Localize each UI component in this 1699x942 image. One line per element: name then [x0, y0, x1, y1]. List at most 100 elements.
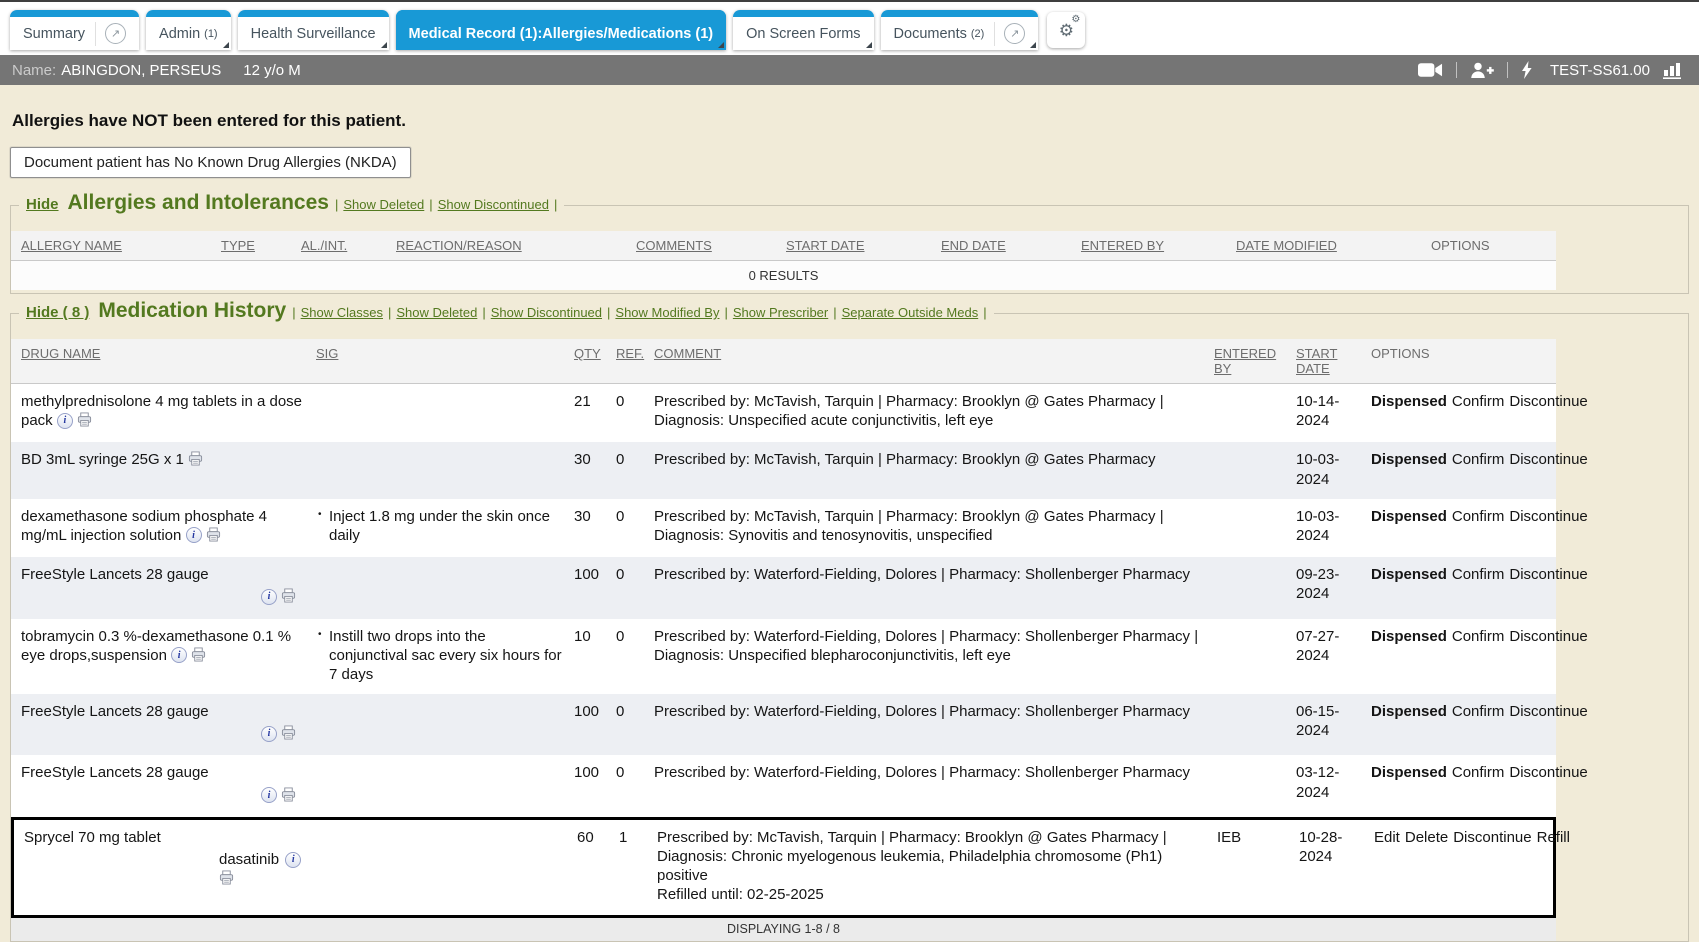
sig-bullet: • — [318, 628, 322, 640]
comment-text: Prescribed by: Waterford-Fielding, Dolor… — [654, 627, 1199, 664]
action-discontinue[interactable]: Discontinue — [1509, 507, 1588, 525]
medication-history-section: Hide ( 8 ) Medication History | Show Clas… — [10, 299, 1689, 942]
action-discontinue[interactable]: Discontinue — [1509, 566, 1588, 584]
column-header-start-date[interactable]: START DATE — [1296, 346, 1338, 376]
tab-documents[interactable]: Documents (2) ↗ — [880, 10, 1039, 50]
print-icon[interactable] — [77, 412, 92, 432]
tab-summary[interactable]: Summary ↗ — [10, 10, 140, 50]
drug-name-cell: BD 3mL syringe 25G x 1 — [21, 450, 316, 488]
options-cell: Dispensed Confirm Discontinue — [1371, 702, 1605, 745]
allergies-link-show-discontinued[interactable]: Show Discontinued — [437, 197, 549, 212]
action-confirm[interactable]: Confirm — [1451, 764, 1505, 782]
entered-by-cell — [1214, 392, 1296, 432]
drug-info-icon[interactable]: i — [285, 851, 302, 868]
print-icon[interactable] — [188, 451, 203, 471]
drug-name-cell: tobramycin 0.3 %-dexamethasone 0.1 % eye… — [21, 627, 316, 685]
column-header-comment[interactable]: COMMENT — [654, 346, 722, 361]
medications-link-show-prescriber[interactable]: Show Prescriber — [732, 305, 829, 320]
medications-link-show-deleted[interactable]: Show Deleted — [396, 305, 478, 320]
action-discontinue[interactable]: Discontinue — [1509, 703, 1588, 721]
column-header-start-date[interactable]: START DATE — [786, 238, 865, 253]
comment-cell: Prescribed by: Waterford-Fielding, Dolor… — [654, 627, 1214, 685]
column-header-comments[interactable]: COMMENTS — [636, 238, 712, 253]
column-header-entered-by[interactable]: ENTERED BY — [1081, 238, 1165, 253]
medications-link-show-modified-by[interactable]: Show Modified By — [615, 305, 720, 320]
column-header-ref[interactable]: REF. — [616, 346, 645, 361]
action-delete[interactable]: Delete — [1404, 828, 1449, 846]
comment-text: Prescribed by: McTavish, Tarquin | Pharm… — [654, 393, 1164, 430]
column-header-type[interactable]: TYPE — [221, 238, 255, 253]
allergy-notice: Allergies have NOT been entered for this… — [12, 111, 406, 130]
ref-cell: 0 — [616, 627, 625, 645]
action-confirm[interactable]: Confirm — [1451, 507, 1505, 525]
column-header-al-int[interactable]: AL./INT. — [301, 238, 348, 253]
qty-cell: 100 — [574, 566, 600, 584]
settings-button[interactable]: ⚙ ⚙ — [1047, 12, 1086, 48]
tab-medical-record-1-allergies-medications-1[interactable]: Medical Record (1):Allergies/Medications… — [395, 10, 727, 50]
action-discontinue[interactable]: Discontinue — [1509, 393, 1588, 410]
allergies-hide-link[interactable]: Hide — [26, 196, 59, 213]
medications-link-separate-outside-meds[interactable]: Separate Outside Meds — [841, 305, 979, 320]
action-refill[interactable]: Refill — [1536, 828, 1570, 846]
action-discontinue[interactable]: Discontinue — [1509, 764, 1588, 782]
ref-cell: 0 — [616, 393, 625, 410]
separator: | — [983, 305, 987, 320]
print-icon[interactable] — [281, 725, 296, 745]
action-discontinue[interactable]: Discontinue — [1453, 828, 1532, 846]
open-in-new-window-icon[interactable]: ↗ — [1004, 23, 1026, 44]
column-header-entered-by[interactable]: ENTERED BY — [1214, 346, 1277, 376]
ref-cell: 0 — [616, 451, 625, 469]
sig-cell — [316, 763, 574, 806]
add-person-icon[interactable] — [1470, 62, 1494, 79]
action-confirm[interactable]: Confirm — [1451, 703, 1505, 721]
column-header-reaction-reason[interactable]: REACTION/REASON — [396, 238, 522, 253]
comment-cell: Prescribed by: McTavish, Tarquin | Pharm… — [654, 507, 1214, 547]
print-icon[interactable] — [191, 647, 206, 667]
column-header-qty[interactable]: QTY — [574, 346, 601, 361]
print-icon[interactable] — [219, 870, 234, 890]
bar-chart-icon[interactable] — [1663, 61, 1683, 79]
tab-on-screen-forms[interactable]: On Screen Forms — [733, 10, 874, 50]
action-edit[interactable]: Edit — [1374, 828, 1400, 846]
entered-by-cell: IEB — [1217, 828, 1242, 846]
dispensed-status: Dispensed — [1371, 451, 1447, 469]
nkda-document-button[interactable]: Document patient has No Known Drug Aller… — [10, 147, 411, 178]
action-confirm[interactable]: Confirm — [1451, 451, 1505, 469]
ref-cell: 0 — [616, 566, 625, 584]
open-in-new-window-icon[interactable]: ↗ — [105, 23, 127, 44]
action-discontinue[interactable]: Discontinue — [1509, 627, 1588, 645]
column-header-drug-name[interactable]: DRUG NAME — [21, 346, 101, 361]
column-header-end-date[interactable]: END DATE — [941, 238, 1006, 253]
action-discontinue[interactable]: Discontinue — [1509, 451, 1588, 469]
tab-admin[interactable]: Admin (1) — [146, 10, 231, 50]
drug-info-icon[interactable]: i — [261, 588, 277, 605]
separator: | — [482, 305, 486, 320]
print-icon[interactable] — [206, 527, 221, 547]
print-icon[interactable] — [281, 588, 296, 608]
drug-info-icon[interactable]: i — [185, 527, 202, 544]
medications-table: DRUG NAME SIG QTY REF. COMMENT ENTERED B… — [11, 339, 1588, 941]
column-header-sig[interactable]: SIG — [316, 346, 339, 361]
medication-row: methylprednisolone 4 mg tablets in a dos… — [11, 384, 1588, 442]
drug-info-icon[interactable]: i — [261, 725, 277, 742]
divider — [1506, 62, 1508, 78]
medications-table-header: DRUG NAME SIG QTY REF. COMMENT ENTERED B… — [11, 339, 1556, 384]
medications-link-show-classes[interactable]: Show Classes — [300, 305, 383, 320]
medications-hide-link[interactable]: Hide ( 8 ) — [26, 304, 90, 321]
drug-info-icon[interactable]: i — [171, 647, 188, 664]
medications-link-show-discontinued[interactable]: Show Discontinued — [490, 305, 603, 320]
drug-info-icon[interactable]: i — [261, 787, 277, 804]
tab-health-surveillance[interactable]: Health Surveillance — [237, 10, 389, 50]
print-icon[interactable] — [281, 787, 296, 807]
action-confirm[interactable]: Confirm — [1451, 627, 1505, 645]
allergies-link-show-deleted[interactable]: Show Deleted — [343, 197, 425, 212]
drug-info-icon[interactable]: i — [56, 412, 73, 429]
video-call-icon[interactable] — [1417, 62, 1443, 78]
column-header-date-modified[interactable]: DATE MODIFIED — [1236, 238, 1337, 253]
action-confirm[interactable]: Confirm — [1451, 393, 1505, 410]
action-confirm[interactable]: Confirm — [1451, 566, 1505, 584]
drug-subline: dasatinib i — [219, 850, 307, 890]
column-header-allergy-name[interactable]: ALLERGY NAME — [21, 238, 122, 253]
sig-cell: • Inject 1.8 mg under the skin once daily — [316, 507, 574, 547]
lightning-bolt-icon[interactable] — [1521, 61, 1533, 79]
